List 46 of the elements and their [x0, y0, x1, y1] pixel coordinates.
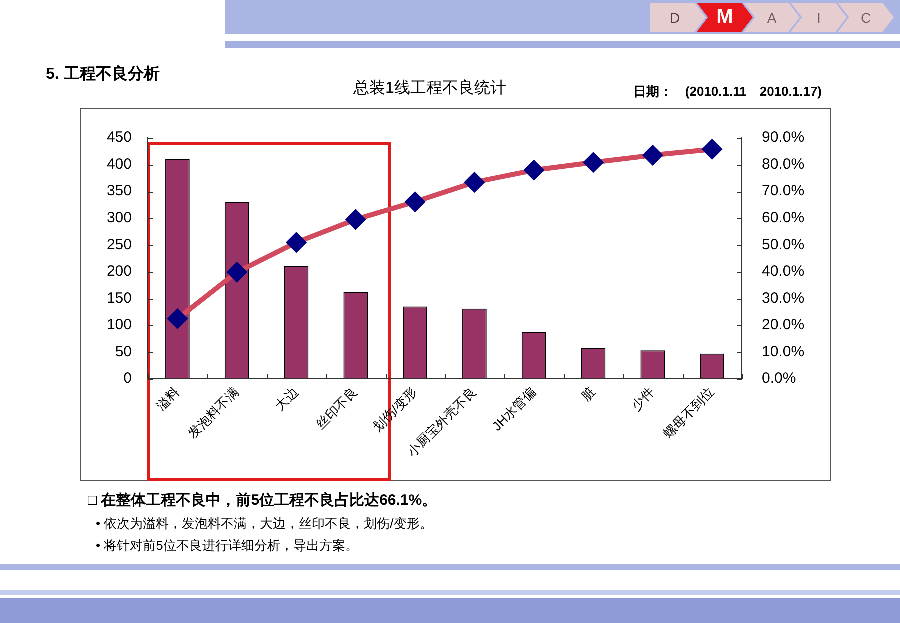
x-tick-label: 少件 [628, 384, 658, 414]
x-tick-label: JH水管偏 [489, 384, 539, 434]
chart-title: 总装1线工程不良统计 [352, 78, 508, 99]
y2-tick-label: 80.0% [762, 156, 805, 173]
x-tick-label: 发泡料不满 [185, 384, 242, 442]
y-tick-label: 0 [124, 370, 132, 388]
y-tick-label: 250 [106, 236, 132, 254]
y-tick-label: 450 [106, 129, 132, 146]
y2-tick-label: 20.0% [762, 316, 805, 334]
point [406, 192, 425, 212]
x-tick-label: 划伤/变形 [370, 384, 420, 434]
y-tick-label: 200 [106, 263, 132, 280]
text: □ 在整体工程不良中，前5位工程不良占比达66.1%。 [88, 491, 438, 510]
y-tick-label: 150 [106, 290, 132, 307]
point [168, 310, 188, 329]
point [524, 160, 544, 180]
x-tick-label: 螺母不到位 [660, 384, 717, 442]
x-tick-label: 丝印不良 [313, 384, 361, 432]
chevron-tab: D [650, 3, 706, 32]
point [643, 146, 662, 165]
point [346, 210, 366, 230]
y-tick-label: 100 [106, 316, 132, 334]
y-tick-label: 300 [106, 209, 132, 226]
y2-tick-label: 10.0% [762, 343, 805, 360]
x-tick-label: 溢料 [153, 384, 182, 414]
y2-tick-label: 50.0% [762, 236, 805, 254]
point [287, 233, 306, 252]
y2-tick-label: 30.0% [762, 290, 805, 307]
x-tick-label: 大边 [272, 384, 302, 414]
y2-tick-label: 90.0% [762, 129, 805, 146]
y2-tick-label: 0.0% [762, 370, 796, 388]
text: 5. 工程不良分析 [46, 64, 160, 85]
point [228, 262, 247, 282]
y-tick-label: 50 [115, 343, 132, 360]
y-tick-label: 400 [106, 156, 132, 173]
text: • 将针对前5位不良进行详细分析，导出方案。 [96, 537, 358, 555]
x-tick-label: 脏 [578, 384, 598, 404]
point [465, 172, 484, 192]
y2-tick-label: 60.0% [762, 209, 805, 226]
y2-tick-label: 70.0% [762, 182, 805, 200]
point [702, 140, 722, 160]
y2-tick-label: 40.0% [762, 263, 805, 280]
text: • 依次为溢料，发泡料不满，大边，丝印不良，划伤/变形。 [96, 515, 433, 533]
y-tick-label: 350 [106, 182, 132, 200]
chart-subtitle: 日期： (2010.1.11 2010.1.17) [632, 83, 822, 101]
point [584, 153, 603, 172]
